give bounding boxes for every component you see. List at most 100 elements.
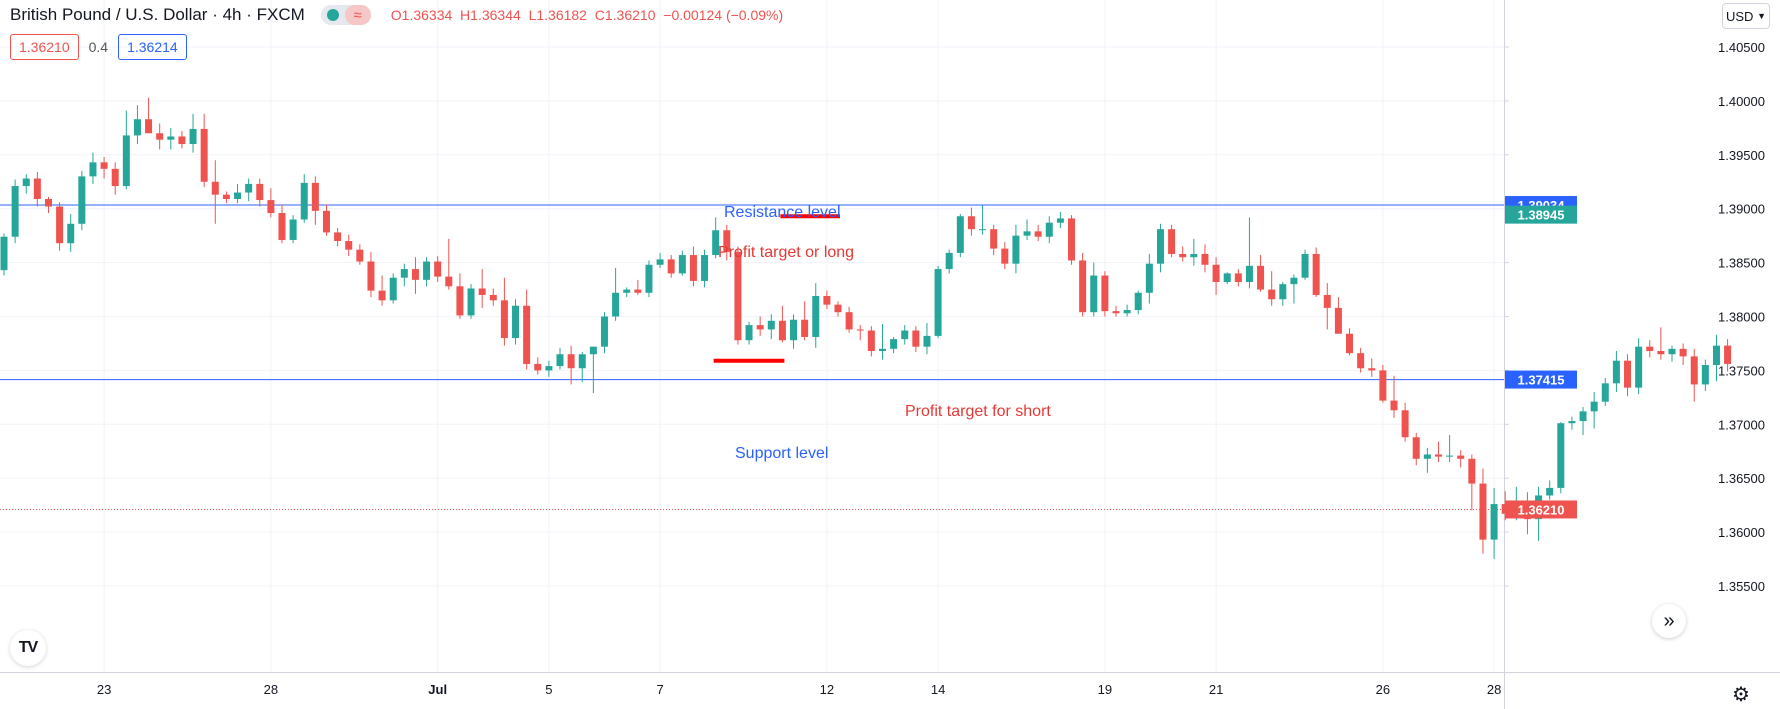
candle [1312,247,1320,298]
x-tick-label: 12 [820,682,834,697]
candle [912,326,920,353]
candle [1168,224,1176,258]
candle-body [1112,311,1120,314]
candle [967,207,975,236]
candle [845,306,853,333]
candle-body [345,241,353,250]
candle-body [56,206,64,244]
candle-body [901,330,909,340]
candle [1668,345,1676,362]
candle [122,110,130,190]
candle-body [623,289,631,293]
candle [1334,297,1342,334]
candle [267,188,275,218]
candle-body [1612,360,1620,384]
candle-body [1679,348,1687,357]
candle-body [434,261,442,277]
candle-body [1590,401,1598,412]
wave-icon[interactable]: ≈ [344,5,371,25]
candle [634,279,642,295]
candle [1323,283,1331,330]
candle [945,249,953,274]
candle-body [600,316,608,347]
candle [1023,219,1031,240]
candle [1701,359,1709,391]
candle [1590,391,1598,429]
candle [1223,272,1231,285]
candle [1134,290,1142,315]
currency-button[interactable]: USD ▼ [1722,3,1770,29]
y-tick-label: 1.38000 [1718,310,1765,325]
candle [44,196,52,214]
candle [1101,271,1109,317]
candle [723,224,731,261]
y-tick-label: 1.39000 [1718,202,1765,217]
x-tick-label: 5 [545,682,552,697]
buy-price-button[interactable]: 1.36214 [118,34,187,60]
trade-buttons: 1.36210 0.4 1.36214 [10,34,187,60]
candle-body [890,339,898,349]
candle [1401,402,1409,442]
candle [1012,224,1020,274]
candle-body [423,261,431,280]
candle [11,179,19,244]
candle-body [556,354,564,367]
candle-body [1568,421,1576,424]
candle-body [1423,454,1431,459]
candle-body [1234,273,1242,283]
last-price-tag-bg [1505,500,1577,519]
candle-body [1457,455,1465,459]
x-tick-label: 7 [656,682,663,697]
candle-body [1701,365,1709,385]
last-price-tag: 1.36210 [1518,502,1565,517]
candle-body [678,255,686,274]
visibility-toggle[interactable]: ≈ [320,5,371,25]
candle-body [1123,310,1131,314]
candle-body [956,216,964,253]
candle-body [1446,455,1454,457]
candle [1090,262,1098,317]
candle-body [78,176,86,224]
candle-body [322,210,330,233]
candle [1290,274,1298,304]
candle [1145,253,1153,304]
candle-body [1323,294,1331,308]
candle-body [1279,284,1287,300]
candle [678,250,686,276]
candle [245,178,253,202]
x-tick-label: 14 [931,682,945,697]
symbol-title[interactable]: British Pound / U.S. Dollar · 4h · FXCM [10,5,305,24]
gear-icon[interactable]: ⚙ [1732,683,1750,706]
candle-body [912,330,920,347]
sell-price-button[interactable]: 1.36210 [10,34,79,60]
candle-body [1223,273,1231,283]
candle [423,257,431,287]
candle-body [1012,235,1020,264]
candle-body [245,183,253,193]
candle-body [478,288,486,295]
candle-body [1056,218,1064,223]
candle [1234,269,1242,287]
y-tick-label: 1.36500 [1718,471,1765,486]
eye-dot-icon [326,9,339,21]
candle [1112,305,1120,317]
candle-body [1257,265,1265,290]
candle [89,152,97,184]
candle [467,284,475,319]
candle-body [1079,260,1087,313]
candle [534,357,542,375]
candle [1446,435,1454,463]
scroll-to-realtime-icon[interactable]: » [1652,604,1686,638]
candle [411,257,419,294]
y-tick-label: 1.40500 [1718,40,1765,55]
candle [1368,358,1376,377]
candle [790,314,798,349]
candle-body [1635,346,1643,388]
candle [1390,375,1398,418]
candle [1690,348,1698,402]
candle-body [1557,423,1565,488]
candle [1579,407,1587,436]
tradingview-logo-icon[interactable]: TV [10,630,46,666]
candle-body [234,192,242,199]
